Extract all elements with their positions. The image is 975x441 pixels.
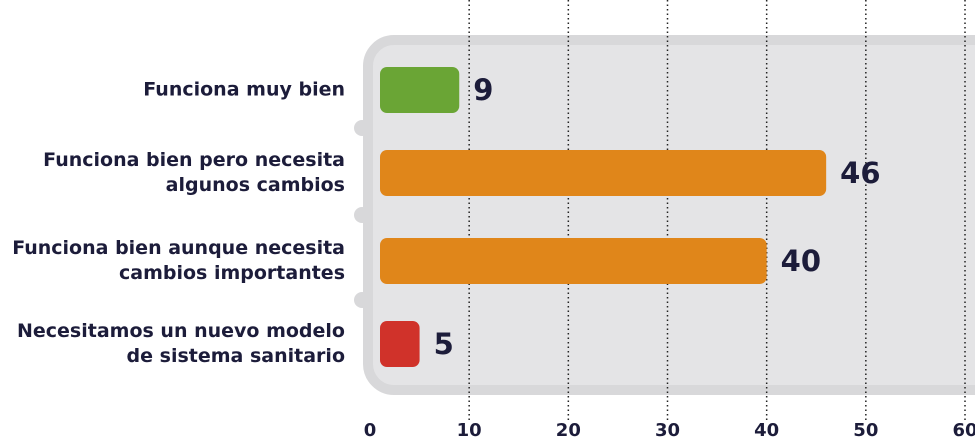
category-label: Funciona bien pero necesita algunos camb…: [0, 148, 345, 198]
page: 0 10 20 30 40 50 60 9 46 40 5 Funciona muy bien Fun…: [0, 0, 975, 441]
bar: [380, 238, 767, 284]
category-label: Funciona bien aunque necesita cambios im…: [0, 236, 345, 286]
x-tick-label: 50: [853, 420, 878, 441]
value-label: 40: [781, 244, 821, 278]
value-label: 46: [840, 156, 880, 190]
x-tick-label: 0: [364, 420, 377, 441]
bar: [380, 150, 826, 196]
value-label: 5: [434, 327, 454, 361]
chart: 0 10 20 30 40 50 60 9 46 40 5: [0, 0, 975, 441]
x-tick-label: 60: [952, 420, 975, 441]
bar: [380, 67, 459, 113]
bar: [380, 321, 420, 367]
category-label: Necesitamos un nuevo modelo de sistema s…: [0, 319, 345, 369]
category-label: Funciona muy bien: [0, 78, 345, 103]
value-label: 9: [473, 73, 493, 107]
knob: [354, 207, 370, 223]
x-tick-label: 10: [457, 420, 482, 441]
x-tick-label: 40: [754, 420, 779, 441]
knob: [354, 120, 370, 136]
x-tick-label: 30: [655, 420, 680, 441]
x-tick-label: 20: [556, 420, 581, 441]
knob: [354, 292, 370, 308]
